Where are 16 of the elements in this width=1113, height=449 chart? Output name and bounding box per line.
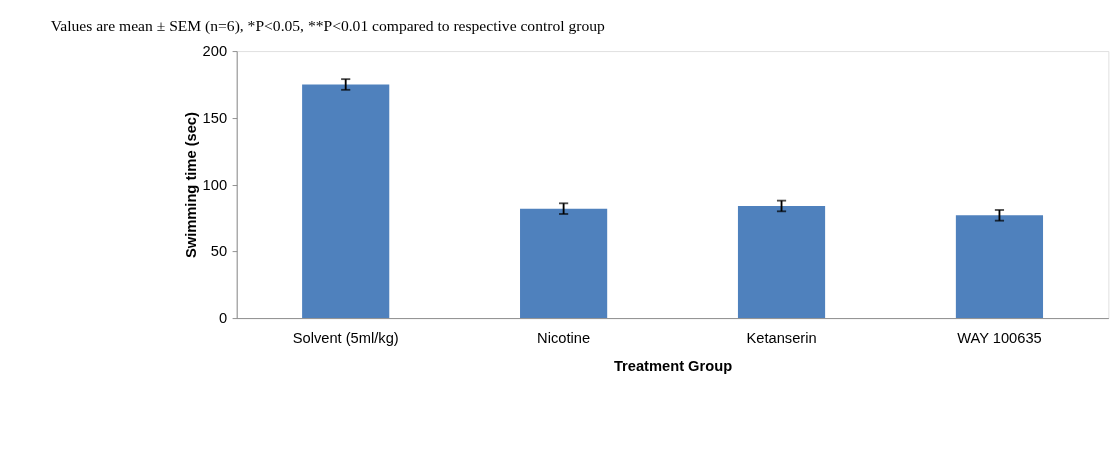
bar [955, 215, 1044, 319]
x-tick-label: WAY 100635 [957, 330, 1042, 347]
bar [302, 84, 390, 319]
y-tick-label: 50 [210, 243, 228, 260]
y-tick-label: 100 [202, 176, 228, 193]
y-tick-label: 150 [202, 109, 228, 126]
x-axis-title: Treatment Group [613, 357, 733, 374]
y-tick-label: 0 [218, 310, 228, 327]
bar [737, 205, 826, 319]
x-tick-label: Nicotine [537, 330, 591, 347]
x-tick-label: Solvent (5ml/kg) [292, 330, 399, 347]
y-tick-label: 200 [202, 43, 228, 60]
x-tick-label: Ketanserin [746, 330, 817, 347]
text: Values are mean ± SEM (n=6), *P<0.05, **P<0.01 compared to respective control group [50, 16, 606, 35]
y-axis-title: Swimming time (sec) [183, 112, 200, 259]
bar [520, 208, 608, 319]
